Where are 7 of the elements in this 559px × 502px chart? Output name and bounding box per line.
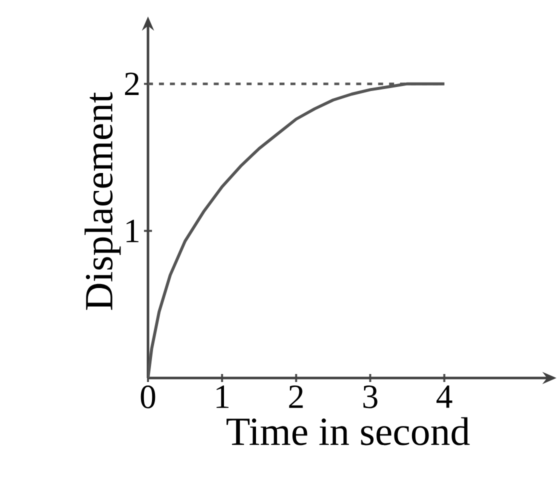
x-tick-label: 3 — [363, 386, 378, 408]
x-tick-label: 1 — [216, 386, 229, 408]
y-axis-title: Displacement — [84, 92, 121, 310]
x-tick-label: 2 — [289, 386, 303, 408]
x-tick-label: 0 — [140, 386, 156, 408]
x-axis-title: Time in second — [226, 417, 470, 446]
x-tick-label: 4 — [436, 386, 452, 408]
